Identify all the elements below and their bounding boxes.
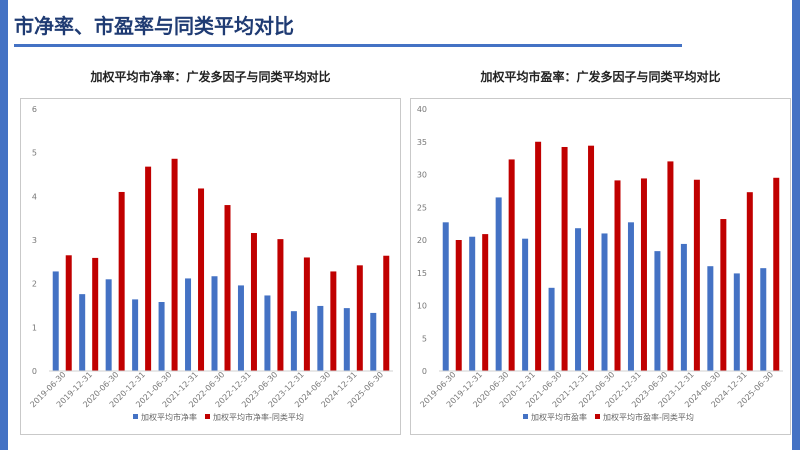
bar-fund <box>105 279 112 371</box>
y-tick-label: 25 <box>417 203 427 212</box>
chart-panel-pe: 0 5 10 15 20 25 30 35 40 2019-06-30 2019-12-31 2020… <box>410 98 791 435</box>
y-tick-label: 35 <box>417 138 427 147</box>
bar-peer-avg <box>250 233 257 371</box>
bar-peer-avg <box>330 271 337 371</box>
bar-peer-avg <box>482 234 489 371</box>
bar-fund <box>654 251 661 371</box>
bar-fund <box>264 295 271 371</box>
bar-peer-avg <box>508 159 515 371</box>
left-accent-bar <box>0 0 8 450</box>
bar-fund <box>548 287 555 371</box>
y-tick-label: 0 <box>32 367 37 376</box>
legend-label: 加权平均市净率 <box>141 412 197 422</box>
bar-fund <box>627 222 634 371</box>
bar-peer-avg <box>383 255 390 371</box>
bar-fund <box>370 312 377 371</box>
y-tick-label: 1 <box>32 323 37 332</box>
bar-peer-avg <box>198 188 205 371</box>
title-underline <box>14 44 682 47</box>
legend-label: 加权平均市净率-同类平均 <box>213 412 304 422</box>
bar-peer-avg <box>224 205 231 371</box>
bar-fund <box>185 278 192 371</box>
bar-peer-avg <box>65 255 72 371</box>
bar-peer-avg <box>640 178 647 371</box>
y-tick-label: 15 <box>417 269 427 278</box>
bar-fund <box>575 228 582 371</box>
y-tick-label: 5 <box>422 334 427 343</box>
bar-peer-avg <box>118 191 125 371</box>
right-accent-bar <box>792 0 800 450</box>
bar-fund <box>132 299 139 371</box>
y-tick-label: 5 <box>32 149 37 158</box>
bar-peer-avg <box>356 265 363 371</box>
bar-fund <box>79 294 86 371</box>
y-tick-label: 6 <box>32 105 37 114</box>
bar-peer-avg <box>535 141 542 371</box>
bar-peer-avg <box>667 161 674 371</box>
legend-swatch <box>205 414 210 419</box>
page-title: 市净率、市盈率与同类平均对比 <box>14 14 294 38</box>
legend-swatch <box>595 414 600 419</box>
y-tick-label: 2 <box>32 280 37 289</box>
chart-panel-pb: 0 1 2 3 4 5 6 2019-06-30 2019-12-31 2020-06-30 202… <box>20 98 401 435</box>
bar-fund <box>495 197 502 371</box>
bar-fund <box>680 243 687 371</box>
chart-title-pe: 加权平均市盈率：广发多因子与同类平均对比 <box>480 70 721 84</box>
bar-fund <box>522 238 529 371</box>
bar-peer-avg <box>720 219 727 371</box>
bar-peer-avg <box>773 177 780 371</box>
bar-fund <box>290 311 297 371</box>
legend-label: 加权平均市盈率 <box>531 412 587 422</box>
bar-fund <box>760 268 767 371</box>
bar-fund <box>707 266 714 371</box>
bar-peer-avg <box>92 257 99 371</box>
bar-peer-avg <box>588 145 595 371</box>
y-tick-label: 0 <box>422 367 427 376</box>
bar-fund <box>343 308 350 371</box>
bar-fund <box>158 302 165 371</box>
bar-peer-avg <box>746 192 753 371</box>
legend-label: 加权平均市盈率-同类平均 <box>603 412 694 422</box>
bar-peer-avg <box>303 257 310 371</box>
legend-swatch <box>523 414 528 419</box>
bar-fund <box>237 285 244 371</box>
bar-fund <box>52 271 59 371</box>
bar-fund <box>601 233 608 371</box>
bar-peer-avg <box>693 179 700 371</box>
y-tick-label: 30 <box>417 171 427 180</box>
chart-pe: 05101520253035402019-06-302019-12-312020… <box>417 105 783 422</box>
chart-pb: 01234562019-06-302019-12-312020-06-30202… <box>28 105 393 422</box>
bar-peer-avg <box>145 166 152 371</box>
bar-fund <box>442 222 449 371</box>
y-tick-label: 3 <box>32 236 37 245</box>
bar-fund <box>469 236 476 371</box>
bar-peer-avg <box>171 158 178 371</box>
chart-title-pb: 加权平均市净率：广发多因子与同类平均对比 <box>90 70 331 84</box>
bar-fund <box>733 273 740 371</box>
bar-peer-avg <box>455 240 462 371</box>
bar-fund <box>317 305 324 371</box>
bar-fund <box>211 276 218 371</box>
bar-peer-avg <box>561 146 568 371</box>
y-tick-label: 20 <box>417 236 427 245</box>
bar-peer-avg <box>277 239 284 371</box>
bar-peer-avg <box>614 180 621 371</box>
y-tick-label: 4 <box>32 192 37 201</box>
y-tick-label: 40 <box>417 105 427 114</box>
legend-swatch <box>133 414 138 419</box>
y-tick-label: 10 <box>417 302 427 311</box>
